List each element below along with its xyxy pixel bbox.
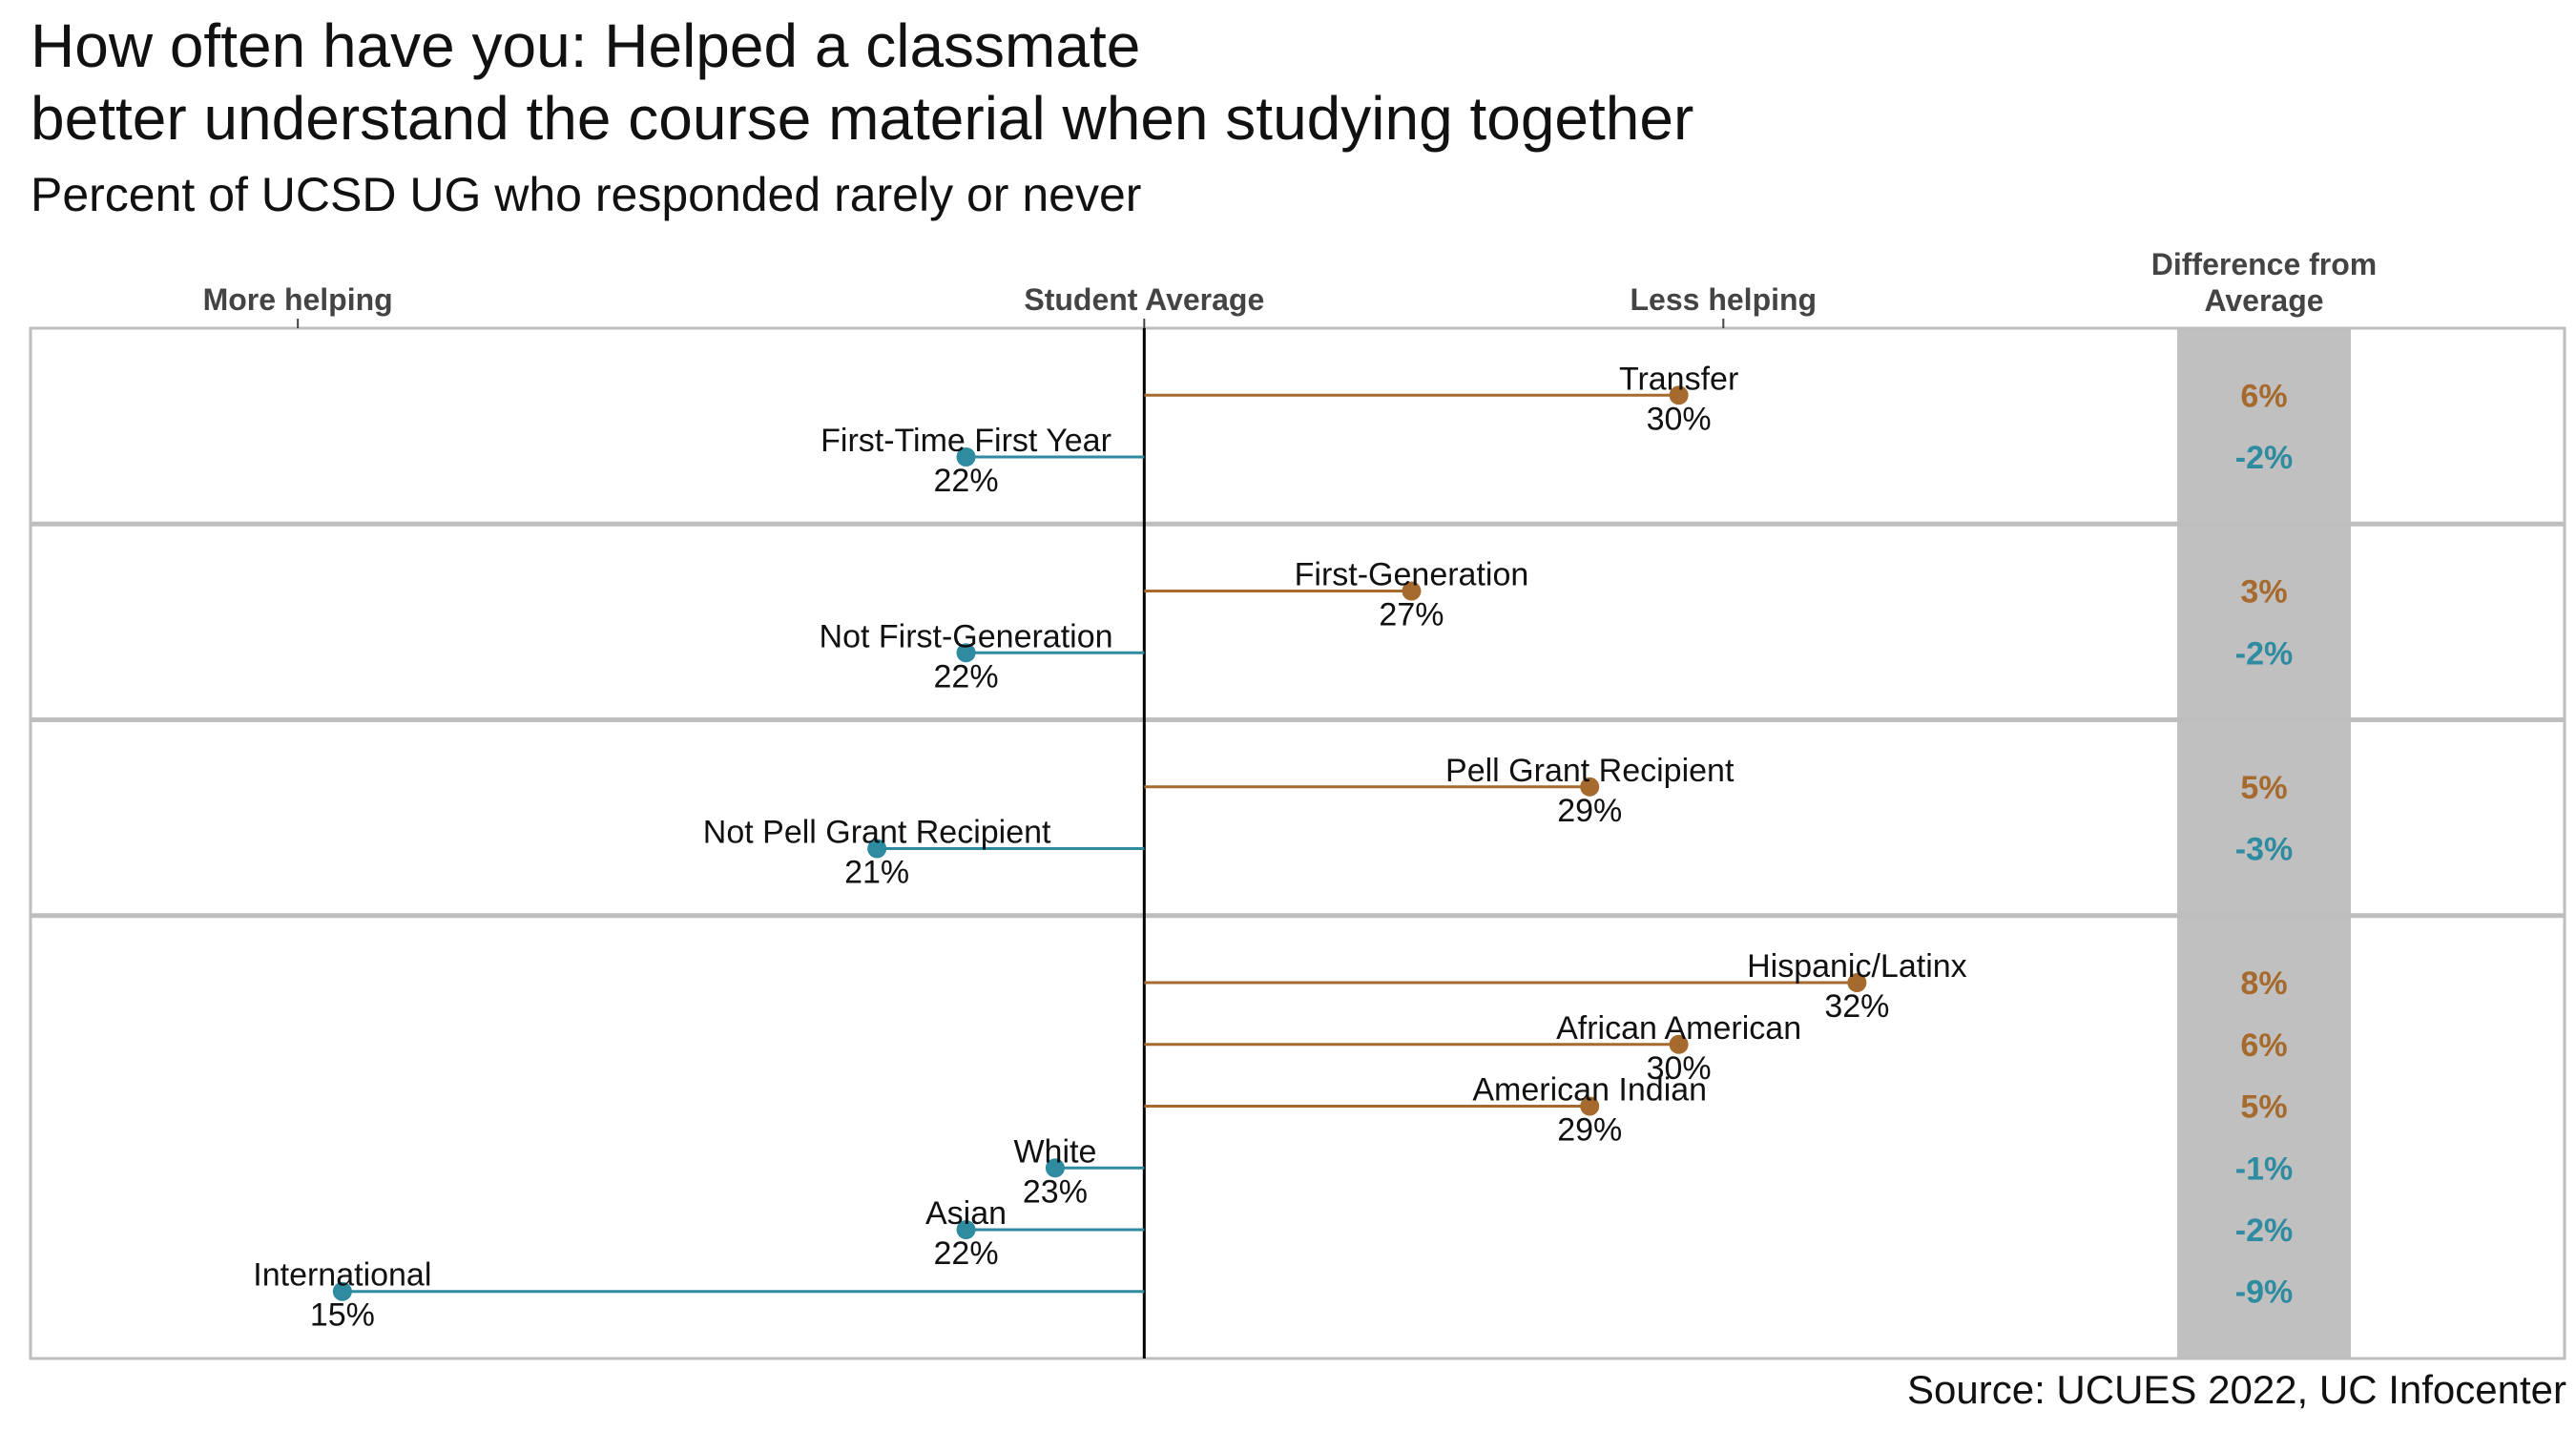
value-label: 22% <box>934 463 999 499</box>
value-label: 32% <box>1824 988 1889 1025</box>
lollipop-dot <box>956 643 976 663</box>
lollipop-dot <box>1045 1158 1065 1178</box>
value-label: 23% <box>1023 1173 1088 1210</box>
lollipop-dot <box>1669 385 1689 405</box>
value-label: 30% <box>1647 401 1712 437</box>
category-label: Hispanic/Latinx <box>1747 948 1967 985</box>
difference-label: 3% <box>2240 574 2287 611</box>
difference-label: 5% <box>2240 1089 2287 1126</box>
value-label: 22% <box>934 1235 999 1272</box>
lollipop-dot <box>1847 973 1867 993</box>
category-label: American Indian <box>1472 1072 1707 1109</box>
difference-label: 8% <box>2240 965 2287 1002</box>
lollipop-dot <box>1669 1034 1689 1054</box>
value-label: 29% <box>1557 793 1622 829</box>
chart-title: How often have you: Helped a classmate b… <box>31 10 1693 155</box>
value-label: 15% <box>310 1297 375 1334</box>
header-less-helping: Less helping <box>1631 282 1818 317</box>
difference-label: -1% <box>2235 1151 2293 1187</box>
header-student-average: Student Average <box>1024 282 1264 317</box>
category-label: Transfer <box>1619 361 1738 397</box>
header-difference-line1: Difference from <box>2151 247 2378 281</box>
header-more-helping: More helping <box>203 282 393 317</box>
category-label: First-Generation <box>1295 557 1529 593</box>
category-label: International <box>253 1257 431 1294</box>
category-label: African American <box>1556 1010 1801 1047</box>
chart-subtitle: Percent of UCSD UG who responded rarely … <box>31 168 1142 221</box>
value-label: 30% <box>1647 1050 1712 1087</box>
chart-title-line2: better understand the course material wh… <box>31 84 1694 153</box>
value-label: 21% <box>844 855 909 891</box>
lollipop-dot <box>867 839 887 859</box>
lollipop-dot <box>956 447 976 467</box>
header-difference-line2: Average <box>2204 283 2323 318</box>
category-label: Asian <box>925 1195 1007 1232</box>
lollipop-dot <box>1580 1096 1600 1116</box>
diff-panel <box>2177 328 2351 1358</box>
source-note: Source: UCUES 2022, UC Infocenter <box>1907 1367 2566 1412</box>
value-label: 22% <box>934 658 999 695</box>
value-label: 29% <box>1557 1112 1622 1149</box>
lollipop-dot <box>1402 581 1422 601</box>
category-label: White <box>1013 1133 1096 1170</box>
lollipop-dot <box>1580 777 1600 797</box>
value-label: 27% <box>1379 597 1444 633</box>
lollipop-dot <box>956 1220 976 1239</box>
category-label: Not Pell Grant Recipient <box>703 815 1051 851</box>
chart-title-line1: How often have you: Helped a classmate <box>31 11 1141 80</box>
difference-label: 5% <box>2240 770 2287 806</box>
difference-label: -3% <box>2235 832 2293 868</box>
difference-label: -2% <box>2235 440 2293 476</box>
difference-label: 6% <box>2240 1027 2287 1064</box>
category-label: Not First-Generation <box>820 618 1113 654</box>
lollipop-dot <box>332 1281 352 1301</box>
difference-label: 6% <box>2240 378 2287 414</box>
difference-label: -2% <box>2235 635 2293 672</box>
category-label: Pell Grant Recipient <box>1445 753 1735 789</box>
category-label: First-Time First Year <box>821 423 1111 459</box>
difference-label: -9% <box>2235 1275 2293 1311</box>
difference-label: -2% <box>2235 1213 2293 1249</box>
